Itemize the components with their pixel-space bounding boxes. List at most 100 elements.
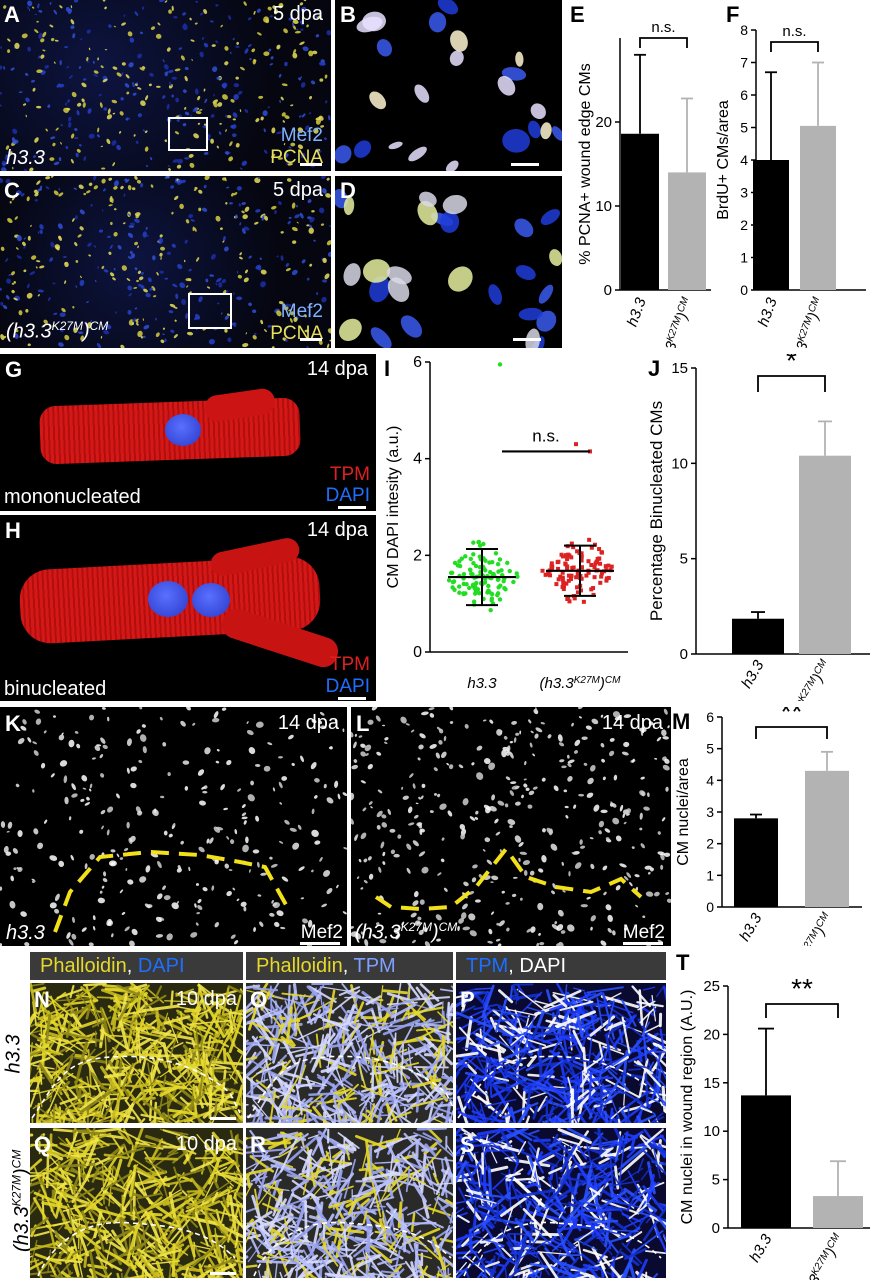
cell-nucleus bbox=[93, 926, 96, 931]
cell-nucleus bbox=[135, 728, 141, 734]
panel-label-g: G bbox=[5, 359, 22, 381]
cell-nucleus bbox=[276, 44, 282, 50]
cell-nucleus bbox=[203, 746, 212, 755]
cell-nucleus bbox=[192, 722, 196, 726]
cell-nucleus bbox=[194, 903, 197, 908]
data-point bbox=[457, 591, 461, 595]
cell-nucleus bbox=[184, 107, 187, 110]
tissue-fiber bbox=[251, 1238, 258, 1253]
cell-nucleus bbox=[360, 780, 366, 785]
y-tick-label: 1 bbox=[740, 250, 748, 266]
cell-nucleus bbox=[515, 732, 520, 736]
cell-nucleus bbox=[40, 762, 45, 769]
cell-nucleus bbox=[171, 6, 174, 11]
cell-nucleus bbox=[335, 142, 355, 167]
cell-nucleus bbox=[23, 246, 26, 249]
data-point bbox=[488, 608, 492, 612]
data-point bbox=[471, 552, 475, 556]
cell-nucleus bbox=[75, 285, 77, 288]
tissue-fiber bbox=[367, 1210, 380, 1211]
cell-nucleus bbox=[660, 865, 663, 870]
y-axis-label: % PCNA+ wound edge CMs bbox=[577, 63, 594, 264]
cell-nucleus bbox=[101, 265, 105, 269]
cell-nucleus bbox=[233, 939, 239, 945]
cell-nucleus bbox=[242, 343, 249, 348]
data-point bbox=[604, 564, 608, 568]
cell-nucleus bbox=[438, 802, 448, 811]
tissue-fiber bbox=[374, 1206, 385, 1207]
cell-nucleus bbox=[34, 709, 41, 715]
cell-nucleus bbox=[529, 742, 533, 748]
cell-nucleus bbox=[210, 114, 215, 119]
cell-nucleus bbox=[121, 264, 128, 272]
data-point bbox=[498, 557, 502, 561]
cell-nucleus bbox=[418, 850, 426, 857]
cell-nucleus bbox=[376, 751, 382, 757]
cell-nucleus bbox=[7, 38, 11, 42]
data-point bbox=[600, 571, 604, 575]
cell-nucleus bbox=[164, 0, 167, 3]
cell-nucleus bbox=[382, 851, 386, 856]
cell-nucleus bbox=[662, 764, 671, 772]
cell-nucleus bbox=[150, 157, 153, 161]
significance-label: ** bbox=[791, 973, 813, 1004]
cell-nucleus bbox=[66, 66, 70, 69]
data-point bbox=[462, 582, 466, 586]
y-tick-label: 5 bbox=[740, 120, 748, 136]
cell-nucleus bbox=[440, 858, 445, 863]
cell-nucleus bbox=[363, 858, 368, 863]
cell-nucleus bbox=[75, 215, 78, 219]
cell-nucleus bbox=[159, 716, 163, 720]
cell-nucleus bbox=[16, 247, 20, 250]
cell-nucleus bbox=[573, 739, 581, 748]
stain-dapi-label: DAPI bbox=[326, 486, 370, 505]
wound-border-line bbox=[376, 849, 641, 909]
cell-nucleus bbox=[311, 808, 314, 814]
cell-nucleus bbox=[10, 270, 16, 276]
panel-q: Q 10 dpa bbox=[30, 1128, 243, 1278]
cell-nucleus bbox=[155, 33, 162, 39]
cell-nucleus bbox=[272, 787, 275, 792]
cell-nucleus bbox=[197, 846, 205, 854]
cell-nucleus bbox=[133, 134, 136, 137]
cell-nucleus bbox=[541, 777, 546, 782]
cell-nucleus bbox=[635, 904, 639, 907]
cell-nucleus bbox=[599, 939, 607, 946]
cell-nucleus bbox=[102, 188, 106, 192]
data-point bbox=[469, 557, 473, 561]
cell-nucleus bbox=[222, 236, 226, 241]
cell-nucleus bbox=[12, 847, 19, 855]
x-category-label: (h3.3K27M)CM bbox=[781, 910, 837, 946]
cell-nucleus bbox=[143, 324, 150, 330]
cell-nucleus bbox=[125, 117, 129, 121]
cell-nucleus bbox=[281, 776, 287, 781]
cell-nucleus bbox=[656, 736, 662, 742]
cell-nucleus bbox=[515, 51, 524, 66]
cell-nucleus bbox=[97, 57, 99, 60]
cell-nucleus bbox=[162, 95, 167, 100]
cell-nucleus bbox=[170, 185, 175, 190]
cell-nucleus bbox=[249, 869, 251, 873]
tissue-fiber bbox=[35, 1232, 49, 1236]
cell-nucleus bbox=[30, 254, 37, 260]
panel-label-e: E bbox=[570, 4, 585, 26]
cell-nucleus bbox=[178, 47, 182, 51]
tissue-fiber bbox=[295, 985, 297, 999]
cell-nucleus bbox=[131, 82, 135, 88]
cell-nucleus bbox=[640, 776, 645, 780]
cell-nucleus bbox=[664, 852, 670, 857]
cell-nucleus bbox=[271, 127, 276, 133]
cell-nucleus bbox=[69, 816, 72, 820]
cell-nucleus bbox=[311, 210, 315, 213]
cell-nucleus bbox=[446, 762, 450, 765]
cell-nucleus bbox=[47, 104, 51, 108]
cell-nucleus bbox=[356, 876, 359, 880]
cell-nucleus bbox=[639, 827, 643, 830]
data-point bbox=[586, 559, 590, 563]
cell-nucleus bbox=[621, 751, 629, 756]
data-point bbox=[567, 574, 571, 578]
scale-bar bbox=[300, 942, 340, 945]
cell-nucleus bbox=[80, 38, 82, 41]
cell-nucleus bbox=[99, 753, 104, 758]
cell-nucleus bbox=[81, 926, 88, 932]
